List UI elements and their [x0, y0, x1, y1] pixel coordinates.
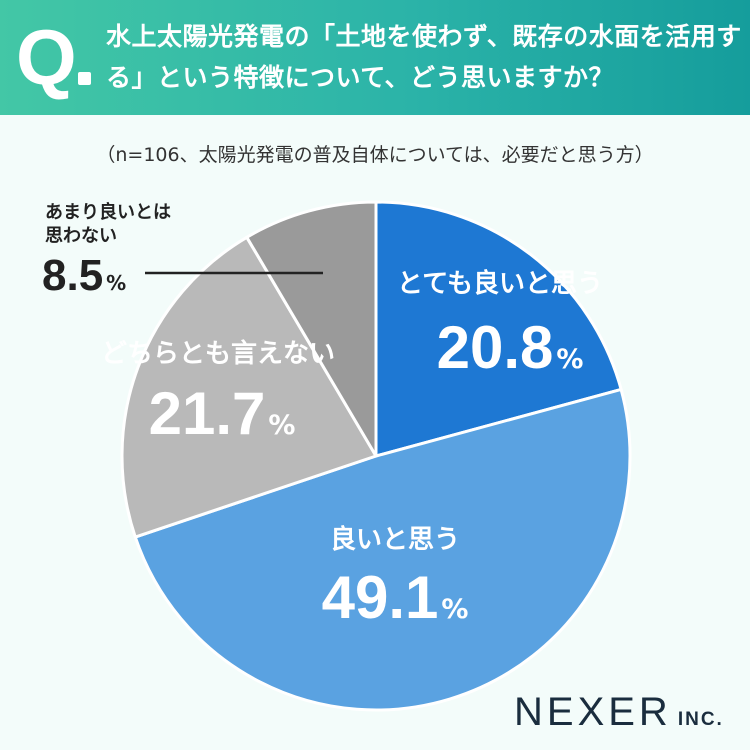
slice-label-2: 良いと思う: [330, 524, 460, 555]
nexer-logo: NEXER INC.: [514, 690, 724, 735]
q-dot: [78, 72, 91, 85]
sample-note: （n=106、太陽光発電の普及自体については、必要だと思う方）: [96, 144, 654, 166]
pie-slice-4: [245, 200, 378, 458]
slice-label-4: あまり良いとは思わない: [45, 201, 171, 246]
slice-label-1: とても良いと思う: [397, 268, 603, 299]
brand-suffix: INC.: [677, 709, 724, 730]
slice-value-4: 8.5%: [42, 251, 126, 300]
brand-name: NEXER: [514, 690, 672, 734]
question-header: Q 水上太陽光発電の「土地を使わず、既存の水面を活用する」という特徴について、ど…: [0, 0, 750, 115]
slice-value-1: 20.8%: [437, 314, 584, 381]
pie-slice-3: [120, 235, 378, 539]
question-text: 水上太陽光発電の「土地を使わず、既存の水面を活用する」という特徴について、どう思…: [106, 22, 742, 92]
pie-slices: [120, 200, 632, 712]
q-mark: Q: [16, 13, 77, 101]
slice-label-3: どちらとも言えない: [101, 339, 335, 369]
pie-slice-2: [133, 387, 632, 712]
pie-labels: とても良いと思う 20.8 % 良いと思う 49.1 % どちらとも言えない 21.7 % あまり…: [42, 201, 603, 631]
slice-value-2: 49.1%: [322, 564, 469, 631]
pie-slice-1: [374, 200, 623, 458]
slice-value-3: 21.7%: [149, 380, 296, 447]
